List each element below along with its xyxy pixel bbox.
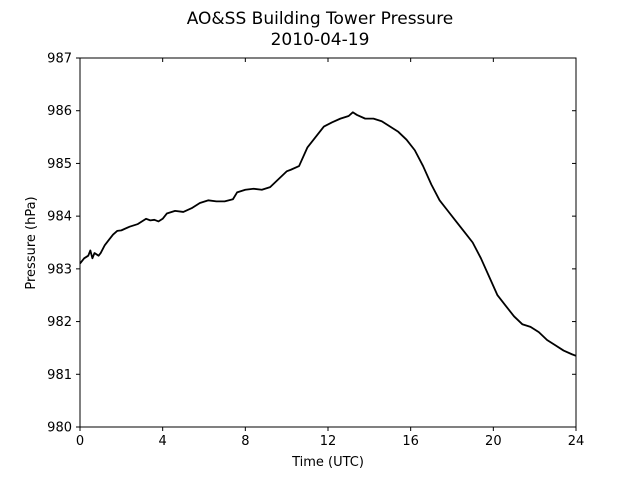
x-tick-label-16: 16 [402,434,419,449]
y-tick-label-984: 984 [47,210,72,225]
series-line-0 [79,111,577,357]
chart-title: AO&SS Building Tower Pressure [187,9,454,29]
y-tick-label-982: 982 [47,315,72,330]
x-tick-label-20: 20 [485,434,502,449]
x-tick-label-12: 12 [320,434,337,449]
y-tick-label-981: 981 [47,368,72,383]
plot-frame [79,57,577,428]
x-tick-label-24: 24 [568,434,585,449]
x-tick-label-0: 0 [76,434,84,449]
y-tick-label-983: 983 [47,262,72,277]
x-tick-label-8: 8 [241,434,249,449]
y-tick-label-987: 987 [47,52,72,67]
y-tick-label-985: 985 [47,157,72,172]
plot-area: 0 4 8 12 16 20 24 980 981 982 983 984 985 986 987 [47,52,584,450]
chart-subtitle: 2010-04-19 [271,30,370,50]
x-axis-label: Time (UTC) [291,455,364,470]
x-tick-label-4: 4 [159,434,167,449]
y-tick-label-980: 980 [47,421,72,436]
y-tick-label-986: 986 [47,104,72,119]
y-axis-label: Pressure (hPa) [24,196,39,289]
